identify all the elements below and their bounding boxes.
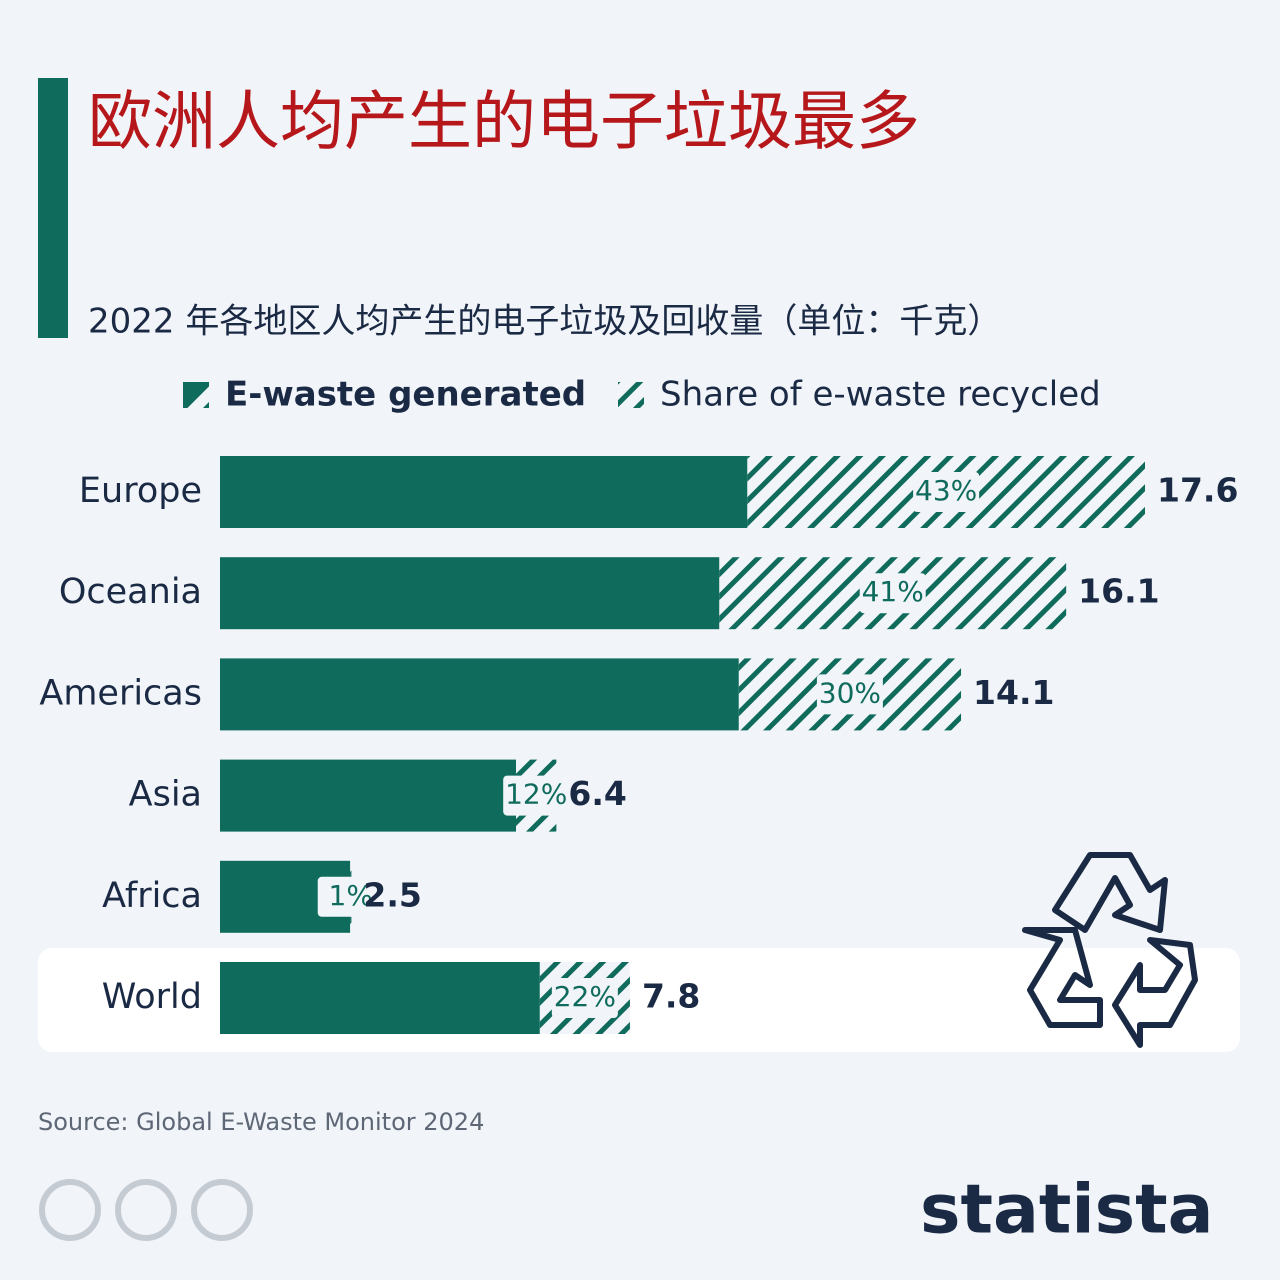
share-label: 12% xyxy=(505,778,567,811)
bars: Europe 43% 17.6 Oceania 41% 16.1 Americas 30% 14… xyxy=(39,456,1238,1034)
unrecycled-segment xyxy=(220,557,720,630)
value-label: 14.1 xyxy=(973,673,1054,712)
category-label: World xyxy=(102,977,202,1017)
value-label: 7.8 xyxy=(642,977,700,1016)
chart-title: 欧洲人均产生的电子垃圾最多 xyxy=(88,86,920,160)
legend-label: Share of e-waste recycled xyxy=(660,375,1101,415)
legend-swatch xyxy=(183,382,209,408)
category-label: Oceania xyxy=(59,572,202,612)
chart-subtitle: 2022 年各地区人均产生的电子垃圾及回收量（单位：千克） xyxy=(88,302,1001,342)
category-label: Americas xyxy=(39,673,202,713)
category-label: Africa xyxy=(102,876,202,916)
legend-swatch xyxy=(618,382,644,408)
unrecycled-segment xyxy=(220,456,748,528)
share-label-bg xyxy=(816,674,883,715)
category-label: Asia xyxy=(129,775,202,815)
unrecycled-segment xyxy=(220,759,516,832)
share-label: 1% xyxy=(329,879,373,912)
brand-logo: statista xyxy=(920,1171,1214,1250)
value-label: 17.6 xyxy=(1157,471,1238,510)
value-label: 16.1 xyxy=(1078,572,1159,611)
unrecycled-segment xyxy=(220,962,540,1034)
value-label: 6.4 xyxy=(568,774,626,813)
license-icons xyxy=(39,1179,253,1241)
share-label: 30% xyxy=(819,676,881,709)
share-label-bg xyxy=(551,978,618,1018)
share-label-bg xyxy=(317,876,384,917)
share-label: 43% xyxy=(915,474,977,507)
share-label: 41% xyxy=(862,575,924,608)
recycle-icon xyxy=(1022,852,1198,1048)
share-label-bg xyxy=(913,472,980,512)
unrecycled-segment xyxy=(220,658,739,731)
share-label: 22% xyxy=(554,980,616,1013)
value-label: 2.5 xyxy=(363,875,421,914)
category-label: Europe xyxy=(79,471,202,511)
share-label-bg xyxy=(859,573,926,614)
share-label-bg xyxy=(503,775,570,816)
source: Source: Global E-Waste Monitor 2024 xyxy=(38,1108,484,1136)
accent-bar xyxy=(38,78,68,338)
legend-label: E-waste generated xyxy=(225,375,586,415)
legend: E-waste generated Share of e-waste recyc… xyxy=(183,375,1101,415)
